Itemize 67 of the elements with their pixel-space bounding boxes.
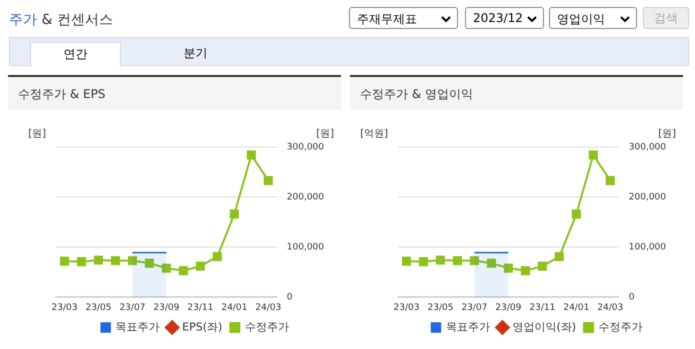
x-tick-label: 23/11: [187, 302, 214, 313]
point: [76, 257, 86, 266]
point: [264, 176, 273, 186]
x-tick-label: 23/09: [153, 302, 180, 313]
text: 연간: [30, 42, 121, 67]
point: [606, 176, 615, 186]
x-tick-label: 23/03: [52, 302, 78, 313]
text: 영업이익: [557, 11, 605, 28]
point: [538, 262, 547, 271]
point: [504, 264, 513, 273]
point: [246, 150, 256, 160]
point: [128, 256, 137, 266]
x-tick-label: 24/01: [563, 302, 590, 313]
x-tick-label: 24/03: [255, 302, 282, 313]
text: 주가 & 컨센서스: [9, 12, 113, 28]
y2-tick-label: 200,000: [628, 192, 666, 202]
point: [402, 256, 412, 266]
y2-axis-title: [원]: [658, 128, 676, 140]
point: [486, 258, 496, 268]
y2-tick-label: 300,000: [286, 142, 324, 152]
point: [470, 256, 479, 266]
point: [162, 264, 171, 273]
text: 주재무제표: [357, 11, 417, 28]
y2-tick-label: 200,000: [286, 192, 324, 202]
point: [196, 262, 205, 271]
x-tick-label: 23/03: [394, 302, 420, 313]
x-tick-label: 23/07: [461, 302, 488, 313]
legend-label: 수정주가: [598, 320, 643, 334]
x-tick-label: 23/07: [119, 302, 146, 313]
y2-tick-label: 100,000: [628, 242, 666, 252]
point: [144, 258, 154, 268]
point: [212, 252, 222, 262]
legend-label: 영업이익(좌): [512, 320, 576, 334]
point: [588, 150, 598, 160]
point: [554, 252, 564, 262]
x-tick-label: 23/05: [85, 302, 112, 313]
point: [520, 266, 530, 276]
point: [452, 256, 462, 266]
x-tick-label: 24/01: [221, 302, 248, 313]
point: [572, 210, 581, 219]
legend-label: 수정주가: [244, 320, 289, 334]
point: [110, 256, 120, 266]
x-tick-label: 23/09: [495, 302, 522, 313]
legend-label: 목표주가: [116, 320, 160, 334]
text: 검색: [643, 7, 689, 29]
text: 분기: [182, 45, 208, 62]
x-tick-label: 23/11: [529, 302, 556, 313]
point: [230, 210, 239, 219]
x-tick-label: 23/05: [427, 302, 454, 313]
y-axis-title: [억원]: [360, 128, 388, 140]
point: [60, 256, 70, 266]
legend-label: 목표주가: [446, 320, 490, 334]
x-tick-label: 24/03: [597, 302, 624, 313]
chart-title: 수정주가 & EPS: [8, 75, 341, 110]
y-axis-title: [원]: [28, 128, 46, 140]
point: [436, 256, 445, 265]
y2-tick-label: 300,000: [628, 142, 666, 152]
point: [418, 257, 428, 266]
y2-tick-label: 0: [628, 292, 635, 303]
legend-label: EPS(좌): [182, 320, 222, 334]
point: [178, 266, 188, 276]
point: [94, 256, 103, 265]
text: 2023/12: [473, 11, 523, 25]
chart-title: 수정주가 & 영업이익: [350, 75, 683, 110]
y2-tick-label: 0: [286, 292, 293, 303]
y2-tick-label: 100,000: [286, 242, 324, 252]
y2-axis-title: [원]: [316, 128, 334, 140]
